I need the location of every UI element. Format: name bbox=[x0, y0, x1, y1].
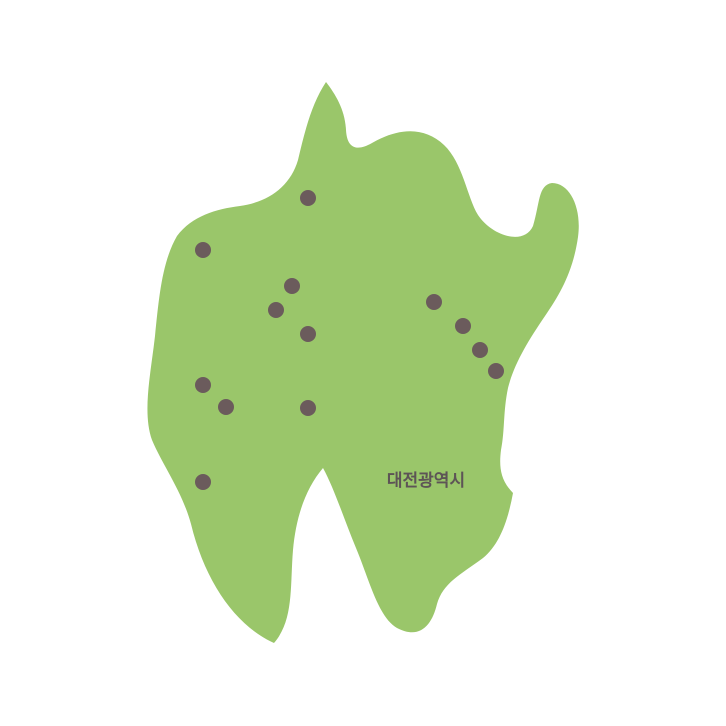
daejeon-region-shape[interactable] bbox=[147, 82, 579, 643]
location-marker-4[interactable] bbox=[268, 302, 284, 318]
location-marker-3[interactable] bbox=[284, 278, 300, 294]
marker-group bbox=[195, 190, 504, 490]
location-marker-11[interactable] bbox=[455, 318, 471, 334]
location-marker-13[interactable] bbox=[488, 363, 504, 379]
location-marker-6[interactable] bbox=[195, 377, 211, 393]
location-marker-10[interactable] bbox=[426, 294, 442, 310]
location-marker-7[interactable] bbox=[218, 399, 234, 415]
location-marker-5[interactable] bbox=[300, 326, 316, 342]
location-marker-1[interactable] bbox=[300, 190, 316, 206]
location-marker-9[interactable] bbox=[195, 474, 211, 490]
region-name-label: 대전광역시 bbox=[387, 471, 465, 491]
location-marker-12[interactable] bbox=[472, 342, 488, 358]
location-marker-2[interactable] bbox=[195, 242, 211, 258]
location-marker-8[interactable] bbox=[300, 400, 316, 416]
